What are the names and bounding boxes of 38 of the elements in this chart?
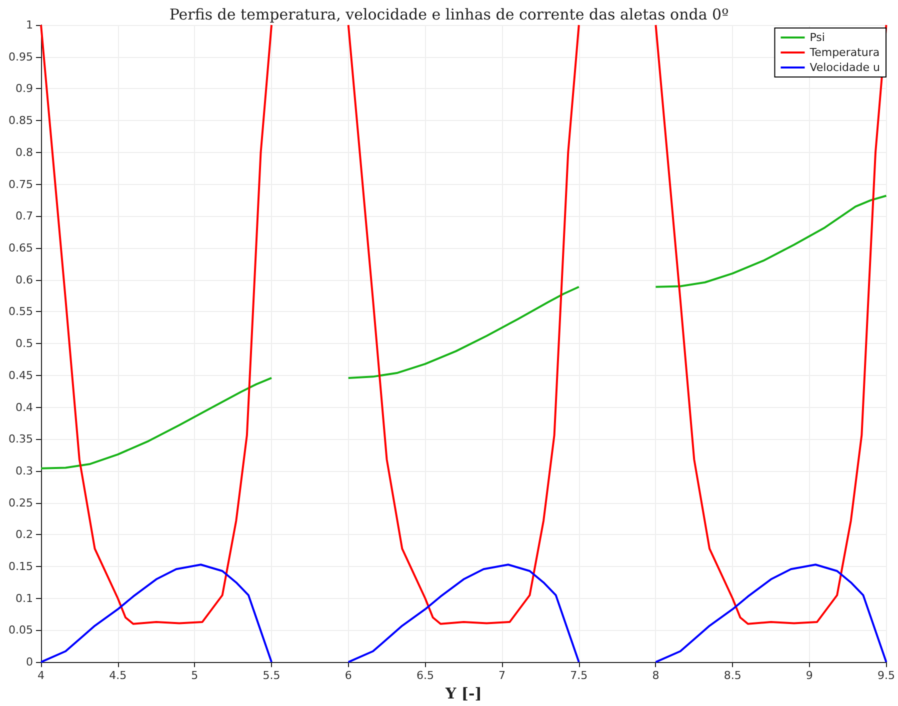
y-tick-label: 0.85 [8, 114, 33, 128]
y-tick-label: 0.05 [8, 624, 33, 637]
x-tick-label: 9 [806, 669, 813, 682]
y-tick-label: 0.3 [16, 464, 33, 478]
y-tick-label: 0.2 [16, 528, 33, 542]
y-tick-label: 0.4 [16, 400, 33, 414]
y-tick-label: 0.7 [16, 210, 33, 223]
y-tick-label: 0.45 [8, 368, 33, 382]
x-tick-label: 4 [38, 669, 44, 682]
x-tick-label: 6.5 [416, 669, 434, 682]
x-tick-label: 5 [191, 669, 198, 682]
legend-label: Temperatura [808, 46, 880, 59]
x-tick-label: 9.5 [878, 669, 896, 682]
y-tick-label: 0.95 [8, 50, 33, 64]
x-tick-label: 6 [344, 669, 352, 682]
y-tick-label: 0.6 [16, 273, 33, 286]
x-tick-label: 8 [652, 669, 660, 682]
y-tick-label: 0.35 [8, 432, 33, 446]
chart-title: Perfis de temperatura, velocidade e linhas de corrente das aletas onda 0º [169, 6, 729, 24]
y-tick-label: 0.25 [8, 496, 33, 510]
y-tick-label: 1 [26, 18, 33, 32]
x-axis-title: Y [-] [444, 684, 482, 702]
y-tick-label: 0.1 [16, 592, 33, 605]
x-tick-label: 4.5 [109, 669, 127, 682]
y-tick-label: 0.9 [16, 82, 33, 96]
y-tick-label: 0.15 [8, 560, 33, 574]
y-tick-label: 0.8 [16, 146, 33, 159]
y-tick-label: 0.65 [8, 241, 33, 254]
x-tick-label: 8.5 [724, 669, 742, 682]
y-tick-label: 0 [26, 656, 33, 669]
x-tick-label: 5.5 [262, 669, 280, 682]
y-tick-label: 0.5 [16, 337, 33, 350]
legend-label: Velocidade u [810, 61, 880, 74]
y-tick-label: 0.75 [8, 178, 33, 191]
x-tick-label: 7 [498, 669, 506, 682]
legend-label: Psi [810, 31, 825, 44]
x-tick-label: 7.5 [570, 669, 588, 682]
y-tick-label: 0.55 [8, 305, 33, 318]
